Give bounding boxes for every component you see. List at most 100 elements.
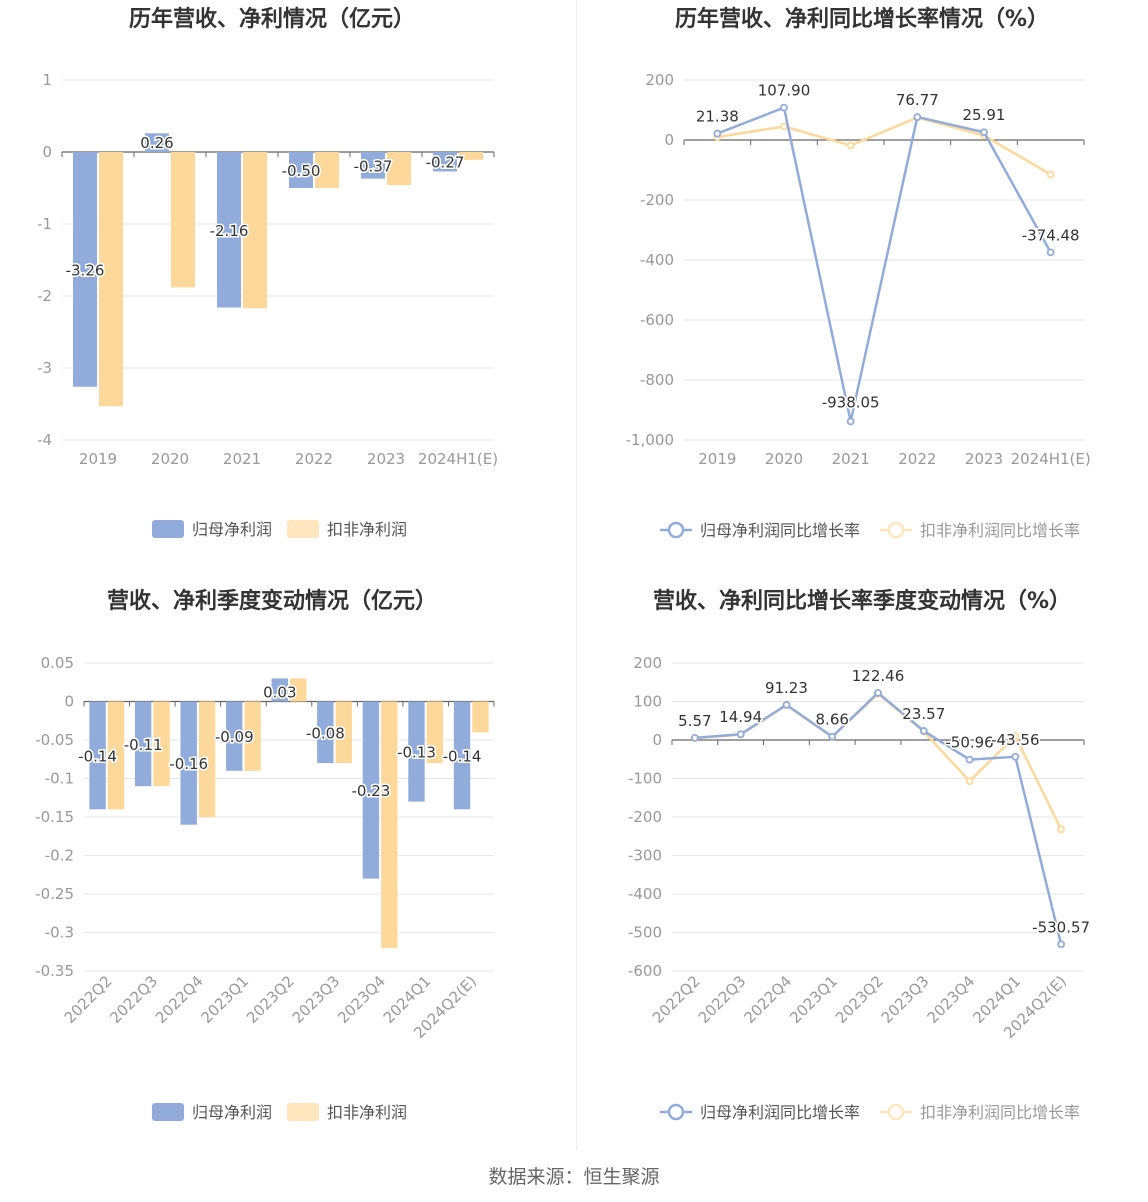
data-label: -0.27 — [426, 154, 465, 172]
y-tick-label: 1 — [42, 71, 52, 89]
data-label: -0.23 — [352, 782, 391, 800]
point-deducted-net-profit-growth — [1011, 732, 1020, 741]
y-tick-label: -600 — [640, 311, 674, 329]
y-tick-label: 100 — [633, 693, 662, 711]
data-label: 122.46 — [852, 667, 905, 685]
data-label: -2.16 — [210, 222, 249, 240]
chart-title: 营收、净利季度变动情况（亿元） — [107, 588, 437, 614]
x-tick-label: 2022Q2 — [61, 972, 116, 1027]
x-tick-label: 2022Q2 — [649, 972, 704, 1027]
y-tick-label: -400 — [628, 885, 662, 903]
y-tick-label: -0.05 — [35, 731, 74, 749]
chart-title: 历年营收、净利情况（亿元） — [129, 6, 415, 32]
point-parent-net-profit-growth — [782, 700, 791, 709]
bar-parent-net-profit — [180, 701, 197, 825]
y-tick-label: -3 — [37, 359, 52, 377]
legend-label: 归母净利润 — [192, 1103, 272, 1122]
y-tick-label: 200 — [645, 71, 674, 89]
x-tick-label: 2024H1(E) — [1011, 450, 1091, 468]
x-tick-label: 2023Q2 — [832, 972, 887, 1027]
legend-marker-parent — [667, 1103, 685, 1121]
y-tick-label: 0.05 — [41, 654, 74, 672]
x-tick-label: 2023 — [367, 450, 405, 468]
legend-label: 归母净利润 — [192, 520, 272, 539]
x-tick-label: 2023Q4 — [334, 972, 389, 1027]
bar-parent-net-profit — [73, 152, 97, 387]
chart-title: 营收、净利同比增长率季度变动情况（%） — [653, 588, 1071, 614]
bar-deducted-net-profit — [387, 152, 411, 186]
y-tick-label: -200 — [628, 808, 662, 826]
point-parent-net-profit-growth — [1057, 940, 1066, 949]
data-label: 25.91 — [963, 106, 1006, 124]
data-label: 91.23 — [765, 679, 808, 697]
point-parent-net-profit-growth — [828, 732, 837, 741]
x-tick-label: 2023Q4 — [924, 972, 979, 1027]
y-tick-label: -0.3 — [45, 924, 74, 942]
y-tick-label: -4 — [37, 431, 52, 449]
bar-deducted-net-profit — [153, 701, 170, 787]
y-tick-label: -800 — [640, 371, 674, 389]
point-parent-net-profit-growth — [780, 103, 788, 112]
chart-annual-growth: 历年营收、净利同比增长率情况（%） 200 0 -200 -400 -600 -800 -1,… — [574, 0, 1148, 580]
legend-swatch-parent — [152, 1103, 184, 1121]
data-label: -0.13 — [397, 744, 436, 762]
x-tick-label: 2022Q4 — [740, 972, 795, 1027]
point-deducted-net-profit-growth — [846, 141, 855, 150]
point-deducted-net-profit-growth — [965, 777, 974, 786]
y-tick-label: 0 — [664, 131, 674, 149]
data-label: 8.66 — [816, 711, 849, 729]
bar-parent-net-profit — [408, 701, 425, 802]
panel-divider — [576, 0, 577, 1150]
data-label: 21.38 — [696, 108, 739, 126]
y-tick-label: -0.25 — [35, 885, 74, 903]
point-deducted-net-profit-growth — [1057, 825, 1066, 834]
x-tick-label: 2022 — [898, 450, 936, 468]
y-tick-label: -500 — [628, 924, 662, 942]
data-label: -0.14 — [78, 747, 117, 765]
bar-deducted-net-profit — [335, 701, 352, 764]
legend-swatch-deducted — [287, 520, 319, 538]
y-tick-label: 200 — [633, 654, 662, 672]
data-label: -530.57 — [1032, 918, 1090, 936]
point-parent-net-profit-growth — [980, 128, 988, 137]
data-label: 0.03 — [263, 684, 296, 702]
data-label: -374.48 — [1022, 226, 1080, 244]
bar-parent-net-profit — [145, 133, 169, 152]
point-parent-net-profit-growth — [874, 688, 882, 697]
bar-parent-net-profit — [289, 152, 313, 188]
data-label: 76.77 — [896, 91, 939, 109]
chart-annual-profit: 历年营收、净利情况（亿元） 1 0 -1 -2 -3 -4 2019 2020 2021 2022 2… — [0, 0, 574, 580]
y-tick-label: -0.35 — [35, 962, 74, 980]
x-tick-label: 2022Q3 — [106, 972, 161, 1027]
bar-parent-net-profit — [317, 701, 334, 764]
point-parent-net-profit-growth — [690, 733, 699, 742]
data-label: -0.14 — [443, 747, 482, 765]
data-label: 23.57 — [902, 705, 945, 723]
line-parent-net-profit-growth — [716, 105, 1052, 422]
chart-quarterly-growth: 营收、净利同比增长率季度变动情况（%） 200 100 0 -100 -200 -300 -4… — [574, 582, 1148, 1162]
legend-marker-parent — [667, 521, 685, 539]
x-tick-label: 2021 — [832, 450, 870, 468]
chart-quarterly-profit-svg: 营收、净利季度变动情况（亿元） 0.05 0 -0.05 -0.1 -0.15 -0.2 -0… — [35, 588, 495, 1122]
point-parent-net-profit-growth — [965, 755, 974, 764]
x-tick-label: 2023Q2 — [243, 972, 298, 1027]
legend-label: 扣非净利润同比增长率 — [920, 1103, 1080, 1122]
y-tick-label: -1,000 — [626, 431, 674, 449]
y-tick-label: -400 — [640, 251, 674, 269]
data-label: -0.37 — [354, 157, 393, 175]
point-parent-net-profit-growth — [919, 727, 928, 735]
chart-annual-profit-svg: 历年营收、净利情况（亿元） 1 0 -1 -2 -3 -4 2019 2020 2021 2022 2… — [37, 6, 498, 539]
y-tick-label: -600 — [628, 962, 662, 980]
data-label: 5.57 — [678, 712, 711, 730]
bar-deducted-net-profit — [244, 701, 261, 771]
data-label: -0.11 — [124, 736, 163, 754]
bar-deducted-net-profit — [459, 152, 483, 160]
y-tick-label: -1 — [37, 215, 52, 233]
y-tick-label: 0 — [64, 693, 74, 711]
bar-parent-net-profit — [453, 701, 471, 810]
bar-parent-net-profit — [361, 152, 385, 179]
data-label: -0.50 — [282, 162, 321, 180]
data-label: -50.96 — [945, 734, 993, 752]
y-tick-label: -0.2 — [45, 847, 74, 865]
bar-parent-net-profit — [433, 152, 457, 172]
